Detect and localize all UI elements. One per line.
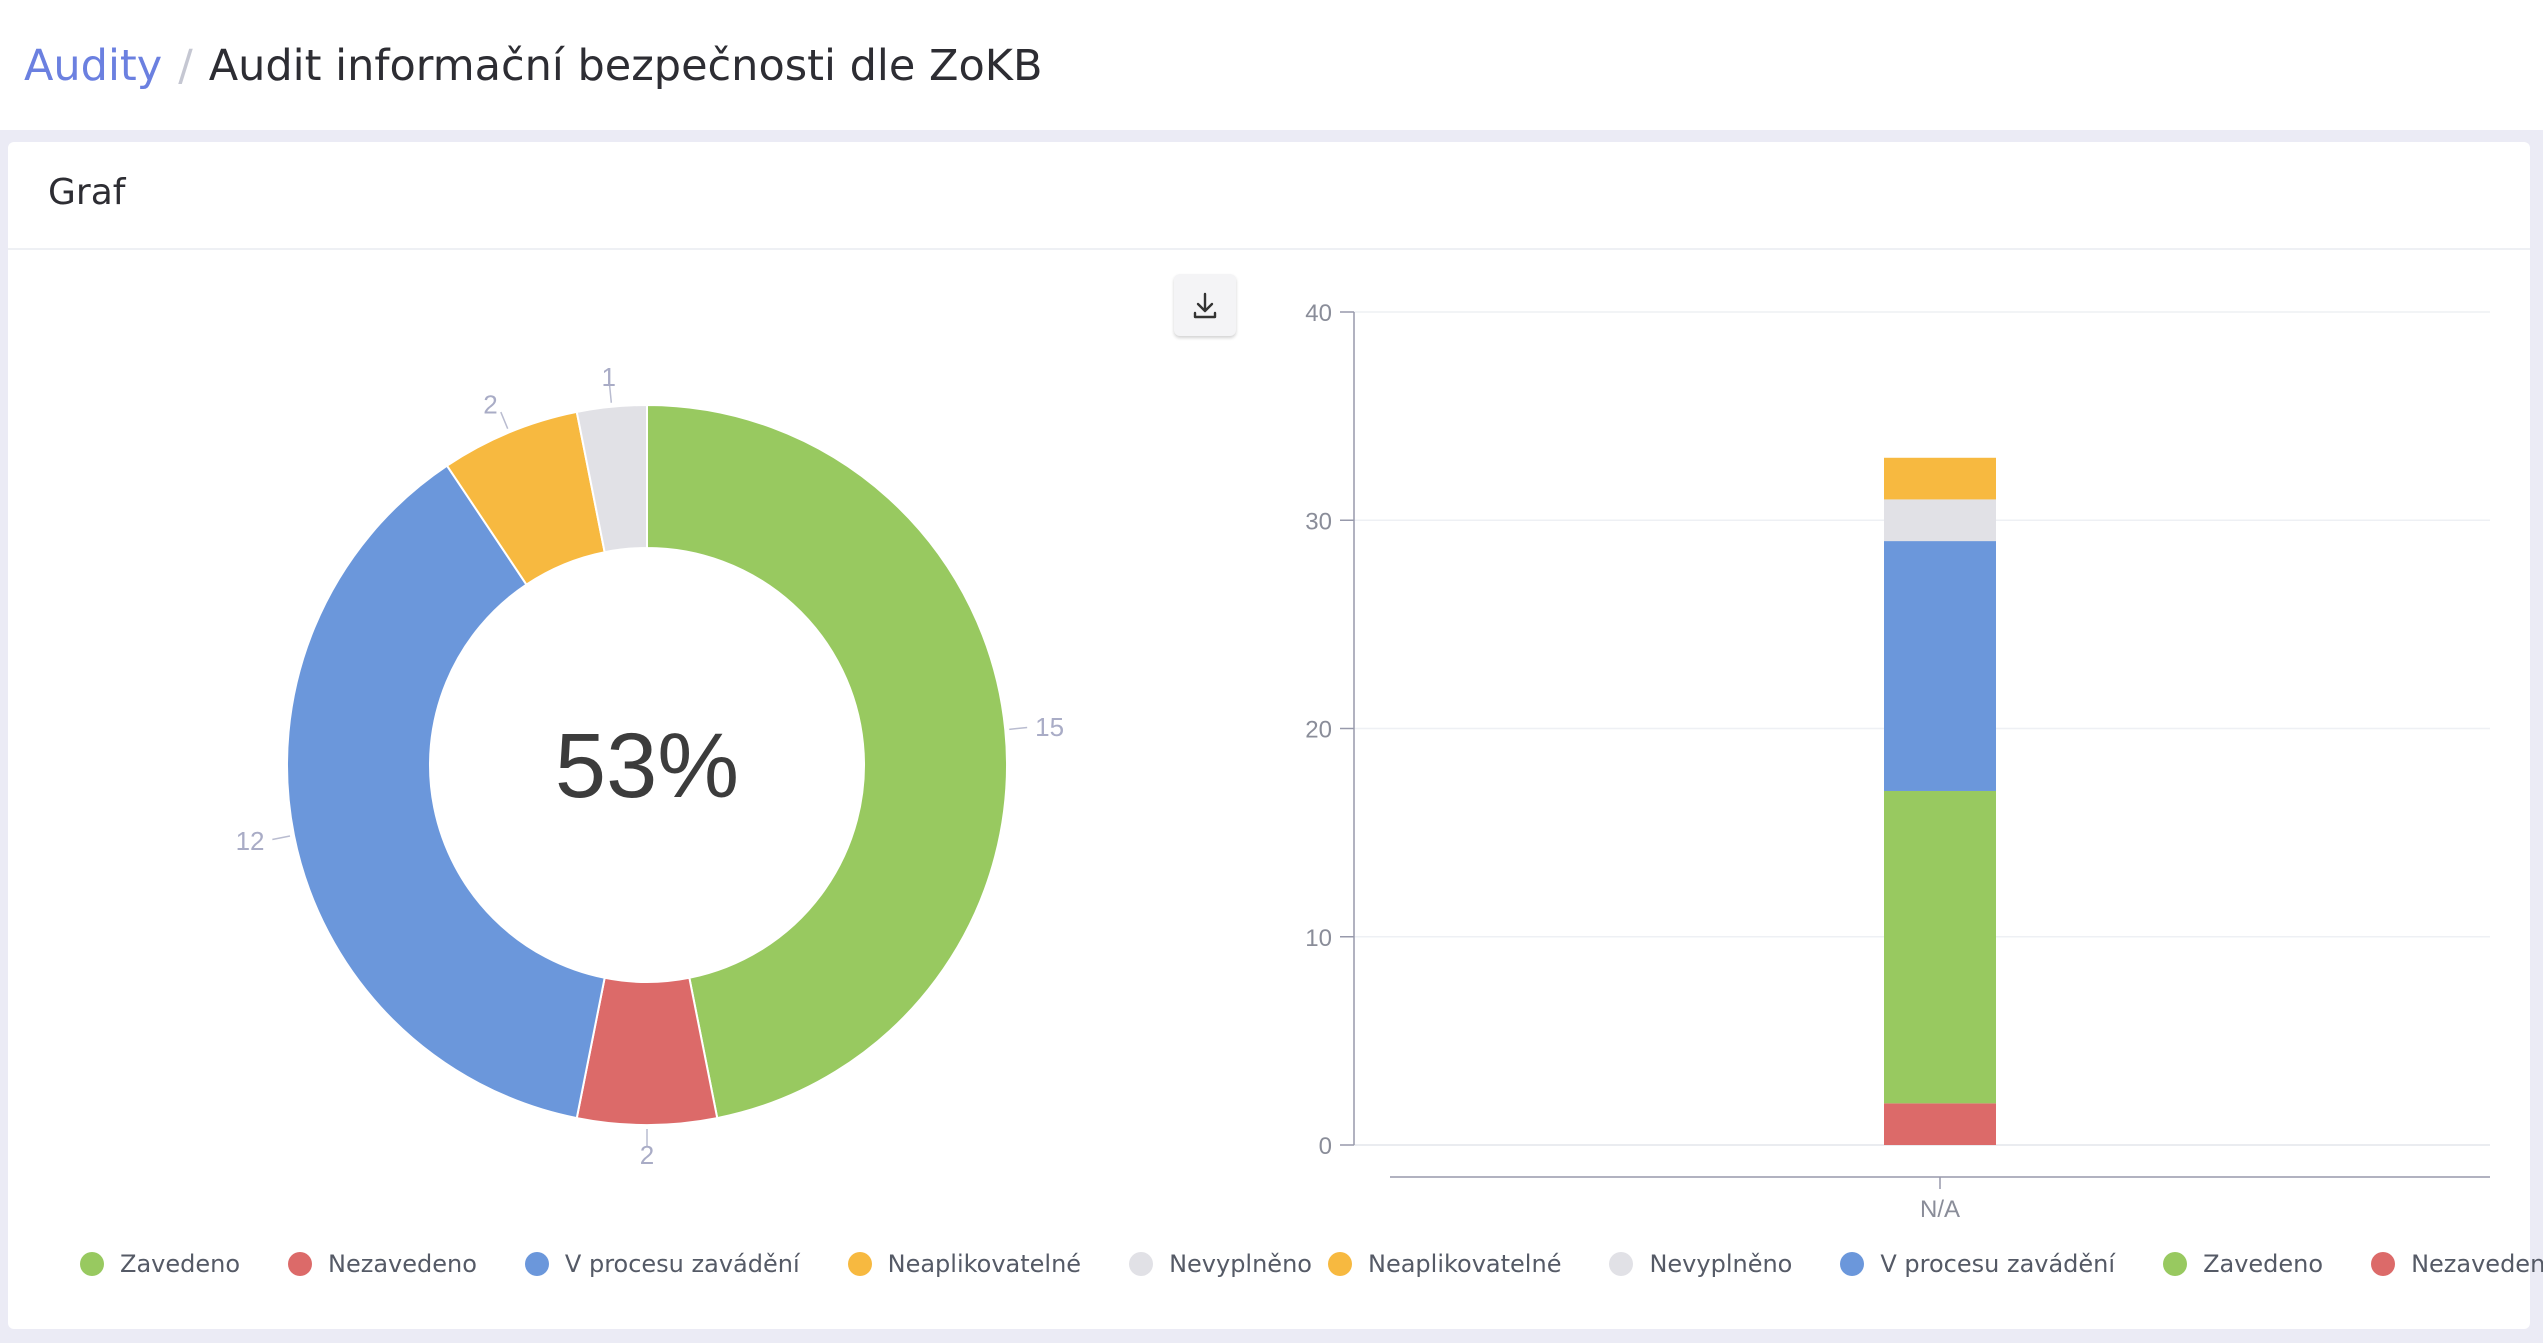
- y-tick-label: 10: [1305, 925, 1332, 952]
- legend-marker: [1840, 1252, 1865, 1276]
- bar-segment-v-procesu-zavadeni[interactable]: [1884, 541, 1996, 791]
- legend-marker: [288, 1252, 313, 1276]
- legend-item-nezavedeno[interactable]: Nezavedeno: [2371, 1250, 2543, 1278]
- donut-value-label: 15: [1035, 712, 1064, 742]
- donut-slice-zavedeno[interactable]: [646, 403, 1008, 1120]
- legend-label: Zavedeno: [2203, 1250, 2324, 1278]
- legend-label: Neaplikovatelné: [887, 1250, 1082, 1278]
- donut-slice-nevyplneno[interactable]: [575, 403, 648, 554]
- donut-value-label: 2: [483, 390, 497, 420]
- legend-marker: [1609, 1252, 1634, 1276]
- legend-item-v-procesu-zavadeni[interactable]: V procesu zavádění: [524, 1250, 800, 1278]
- donut-value-label: 1: [602, 362, 616, 392]
- bar-legend: Neaplikovatelné Nevyplněno V procesu zavád…: [1328, 1250, 2543, 1278]
- download-button[interactable]: [1174, 274, 1236, 336]
- donut-value-label: 12: [236, 826, 265, 856]
- bar-segment-zavedeno[interactable]: [1884, 790, 1996, 1104]
- y-tick-label: 30: [1305, 508, 1332, 535]
- legend-label: Neaplikovatelné: [1368, 1250, 1562, 1278]
- legend-item-neaplikovatelne[interactable]: Neaplikovatelné: [1328, 1250, 1561, 1278]
- legend-item-zavedeno[interactable]: Zavedeno: [2163, 1250, 2323, 1278]
- legend-label: Nezavedeno: [2411, 1250, 2543, 1278]
- top-bar: Audity / Audit informační bezpečnosti dl…: [0, 0, 2543, 130]
- legend-item-neaplikovatelne[interactable]: Neaplikovatelné: [847, 1250, 1082, 1278]
- legend-label: V procesu zavádění: [564, 1250, 800, 1278]
- legend-marker: [1129, 1252, 1154, 1276]
- card-title: Graf: [48, 172, 126, 213]
- legend-marker: [2371, 1252, 2396, 1276]
- card-header: Graf: [8, 142, 2530, 250]
- y-tick-label: 40: [1305, 300, 1332, 327]
- donut-chart: 15 2 12 2 1 53%: [236, 362, 1064, 1170]
- legend-marker: [1328, 1252, 1352, 1276]
- donut-value-label: 2: [640, 1140, 654, 1170]
- legend-label: Nevyplněno: [1169, 1250, 1312, 1278]
- donut-label-leader: [272, 835, 291, 841]
- legend-marker: [847, 1252, 872, 1276]
- donut-label-leader: [500, 411, 509, 429]
- breadcrumb-separator: /: [178, 41, 193, 91]
- legend-item-nevyplneno[interactable]: Nevyplněno: [1129, 1250, 1312, 1278]
- y-tick-label: 20: [1305, 717, 1332, 744]
- legend-marker: [80, 1252, 104, 1276]
- legend-label: Nezavedeno: [328, 1250, 477, 1278]
- legend-label: Nevyplněno: [1649, 1250, 1793, 1278]
- y-tick-label: 0: [1319, 1133, 1332, 1160]
- legend-marker: [524, 1252, 549, 1276]
- breadcrumb-link-audity[interactable]: Audity: [24, 41, 163, 91]
- stacked-bar-chart: 0 10 20 30 40 N/A: [1305, 300, 2490, 1223]
- legend-item-v-procesu-zavadeni[interactable]: V procesu zavádění: [1840, 1250, 2115, 1278]
- legend-item-zavedeno[interactable]: Zavedeno: [80, 1250, 240, 1278]
- legend-item-nezavedeno[interactable]: Nezavedeno: [288, 1250, 477, 1278]
- donut-label-leader: [608, 384, 613, 403]
- bar-segment-neaplikovatelne[interactable]: [1884, 457, 1996, 500]
- donut-legend: Zavedeno Nezavedeno V procesu zavádění Neap…: [80, 1250, 1360, 1278]
- donut-label-leader: [1009, 726, 1028, 731]
- donut-slice-v-procesu-zavadeni[interactable]: [286, 464, 606, 1120]
- breadcrumb: Audity / Audit informační bezpečnosti dl…: [24, 34, 1042, 98]
- legend-label: Zavedeno: [120, 1250, 241, 1278]
- bar-segment-nezavedeno[interactable]: [1884, 1103, 1996, 1145]
- x-tick-label: N/A: [1920, 1196, 1960, 1223]
- donut-center-label: 53%: [555, 715, 739, 817]
- legend-item-nevyplneno[interactable]: Nevyplněno: [1609, 1250, 1792, 1278]
- legend-label: V procesu zavádění: [1880, 1250, 2116, 1278]
- page-title: Audit informační bezpečnosti dle ZoKB: [208, 41, 1043, 91]
- download-icon: [1193, 292, 1217, 319]
- bar-segment-nevyplneno[interactable]: [1884, 499, 1996, 542]
- legend-marker: [2163, 1252, 2188, 1276]
